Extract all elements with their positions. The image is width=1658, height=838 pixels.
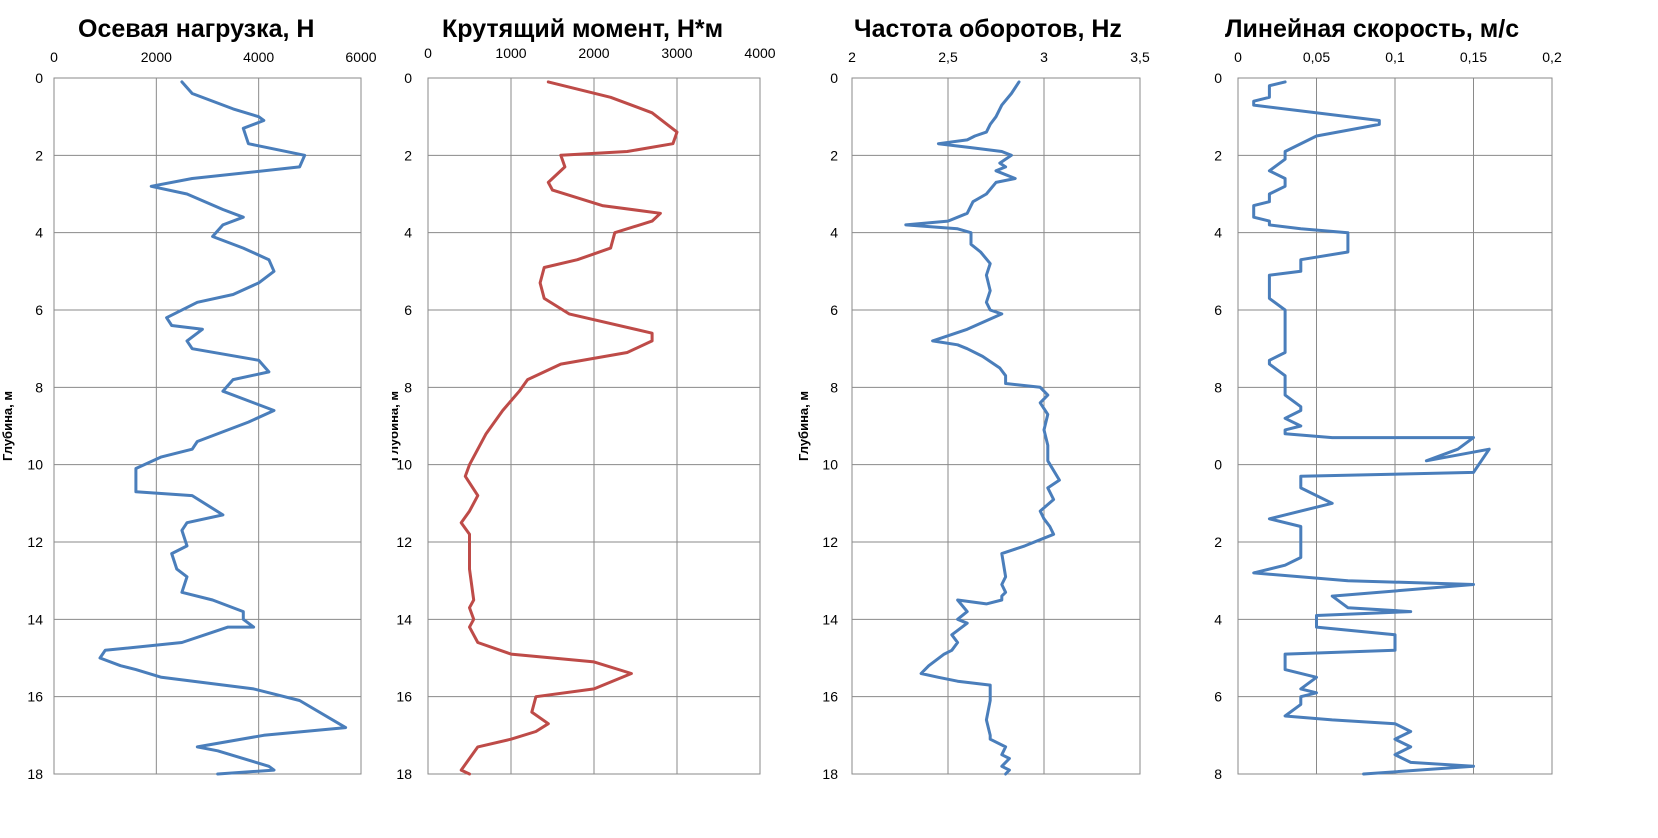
x-tick-label: 3000	[661, 45, 692, 61]
y-tick-label: 8	[1214, 379, 1222, 395]
x-tick-label: 0,15	[1460, 49, 1487, 65]
series-line	[1252, 80, 1491, 776]
y-tick-label: 6	[404, 302, 412, 318]
x-tick-label: 3	[1040, 49, 1048, 65]
x-tick-label: 4000	[243, 49, 274, 65]
y-tick-label: 12	[396, 534, 412, 550]
y-axis-label: Глубина, м	[392, 391, 401, 461]
y-tick-label: 8	[35, 379, 43, 395]
chart-title: Частота оборотов, Hz	[854, 15, 1122, 43]
y-tick-label: 0	[830, 70, 838, 86]
y-tick-label: 14	[396, 611, 412, 627]
y-tick-label: 2	[830, 147, 838, 163]
plot-area-frame	[427, 77, 761, 775]
y-tick-label: 16	[1214, 689, 1222, 705]
y-tick-label: 18	[1214, 766, 1222, 782]
y-tick-label: 14	[822, 611, 838, 627]
x-tick-label: 2000	[141, 49, 172, 65]
y-tick-label: 18	[27, 766, 43, 782]
y-tick-label: 10	[1214, 457, 1222, 473]
x-tick-label: 0,05	[1303, 49, 1330, 65]
y-tick-label: 16	[396, 689, 412, 705]
plot-area-frame	[851, 77, 1141, 775]
x-tick-label: 4000	[744, 45, 775, 61]
x-tick-label: 1000	[495, 45, 526, 61]
y-tick-label: 0	[35, 70, 43, 86]
y-tick-label: 4	[1214, 225, 1222, 241]
y-tick-label: 6	[35, 302, 43, 318]
x-tick-label: 3,5	[1130, 49, 1150, 65]
y-tick-label: 2	[35, 147, 43, 163]
x-tick-label: 2000	[578, 45, 609, 61]
chart-svg: Крутящий момент, Н*м 0 2 4 6 8 10 12 14 16 18 0 1000…	[392, 15, 776, 782]
series-line	[904, 80, 1061, 776]
y-tick-label: 6	[1214, 302, 1222, 318]
y-tick-label: 2	[404, 147, 412, 163]
y-tick-label: 12	[1214, 534, 1222, 550]
x-tick-label: 0	[50, 49, 58, 65]
x-tick-label: 0	[1234, 49, 1242, 65]
y-tick-label: 16	[822, 689, 838, 705]
chart-panel-linear-speed: Линейная скорость, м/с 0 2 4 6 8 10 12 14 16 18 0 0,…	[1214, 0, 1658, 838]
y-tick-label: 4	[830, 225, 838, 241]
series-line	[98, 80, 348, 776]
y-tick-label: 14	[1214, 611, 1222, 627]
chart-svg: Линейная скорость, м/с 0 2 4 6 8 10 12 14 16 18 0 0,…	[1214, 15, 1562, 782]
y-tick-label: 0	[1214, 70, 1222, 86]
series-line	[459, 80, 679, 776]
y-tick-label: 4	[35, 225, 43, 241]
y-tick-label: 14	[27, 611, 43, 627]
y-tick-label: 2	[1214, 147, 1222, 163]
y-tick-label: 12	[27, 534, 43, 550]
y-tick-label: 10	[27, 457, 43, 473]
y-axis-label: Глубина, м	[0, 391, 15, 461]
y-tick-label: 6	[830, 302, 838, 318]
y-tick-label: 12	[822, 534, 838, 550]
chart-title: Осевая нагрузка, Н	[78, 15, 314, 43]
y-tick-label: 0	[404, 70, 412, 86]
chart-panel-rotation-frequency: Частота оборотов, Hz 0 2 4 6 8 10 12 14 16 18 2 2,5 3…	[794, 0, 1214, 838]
y-tick-label: 4	[404, 225, 412, 241]
chart-svg: Осевая нагрузка, Н 0 2 4 6 8 10 12 14 16 18 0 2000 40…	[0, 15, 377, 782]
y-tick-label: 18	[822, 766, 838, 782]
chart-panel-axial-load: Осевая нагрузка, Н 0 2 4 6 8 10 12 14 16 18 0 2000 40…	[0, 0, 392, 838]
chart-panel-torque: Крутящий момент, Н*м 0 2 4 6 8 10 12 14 16 18 0 1000…	[392, 0, 794, 838]
plot-area-frame	[1237, 77, 1553, 775]
y-tick-label: 18	[396, 766, 412, 782]
x-tick-label: 0,1	[1385, 49, 1405, 65]
y-tick-label: 8	[404, 379, 412, 395]
y-tick-label: 10	[822, 457, 838, 473]
y-tick-label: 16	[27, 689, 43, 705]
y-tick-label: 10	[396, 457, 412, 473]
x-tick-label: 6000	[345, 49, 376, 65]
x-tick-label: 2	[848, 49, 856, 65]
y-tick-label: 8	[830, 379, 838, 395]
y-axis-label: Глубина, м	[796, 391, 811, 461]
x-tick-label: 0,2	[1542, 49, 1562, 65]
chart-title: Линейная скорость, м/с	[1225, 15, 1519, 43]
plot-area-frame	[53, 77, 362, 775]
x-tick-label: 0	[424, 45, 432, 61]
chart-title: Крутящий момент, Н*м	[442, 15, 723, 43]
x-tick-label: 2,5	[938, 49, 958, 65]
